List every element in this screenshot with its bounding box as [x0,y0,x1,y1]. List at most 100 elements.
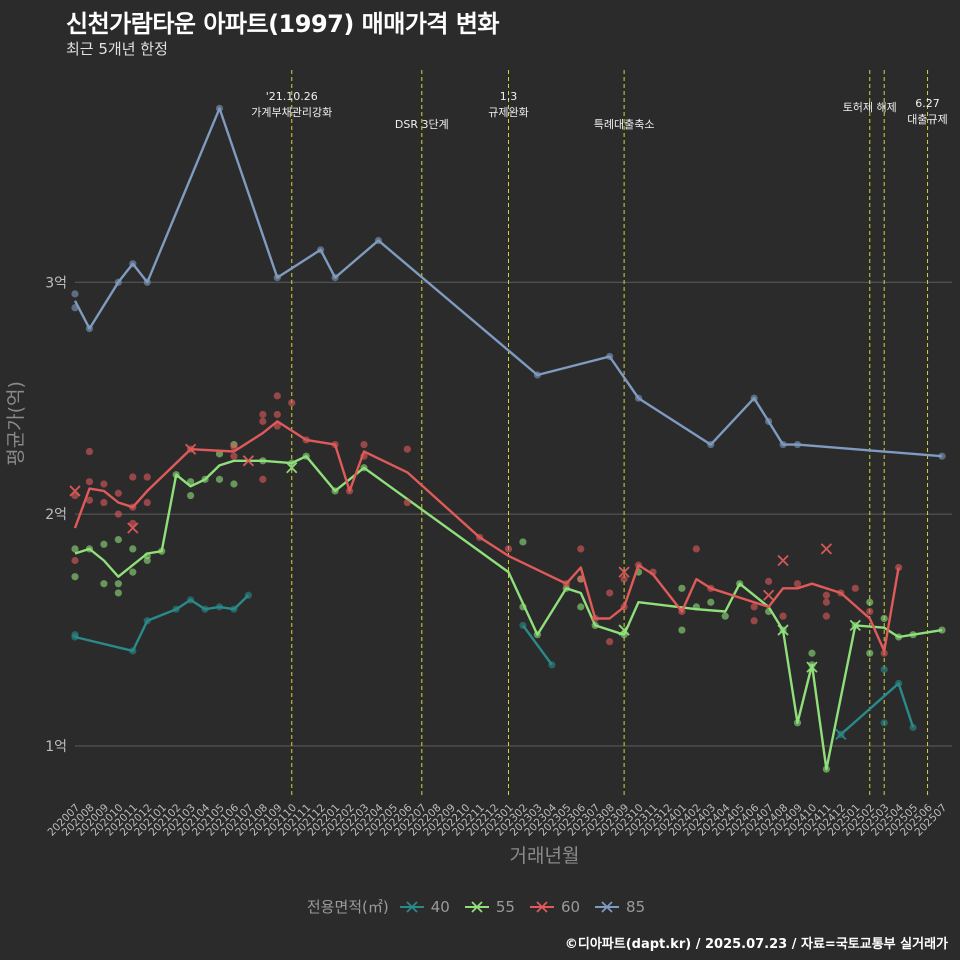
series-55-point [215,475,224,483]
legend-key-40-icon [399,900,424,913]
series-60-point [591,614,599,623]
series-60-cross-marker [184,443,197,455]
y-axis-label: 평균가(억) [5,381,27,466]
series-55-point [100,580,108,588]
series-60-point [85,447,94,456]
series-60-point [288,399,296,407]
series-60-point [143,498,151,507]
series-55-point [678,584,686,592]
series-85-point [750,394,758,402]
series-40-point [230,605,238,613]
series-60-point [692,545,700,553]
series-60-cross-marker [777,554,789,567]
series-55-point [533,631,542,639]
series-85-point [273,274,281,282]
legend-key-85-icon [595,900,620,913]
chart-subtitle: 최근 5개년 한정 [66,40,168,58]
series-55-point [259,457,267,465]
series-60-point [750,603,758,611]
series-55-point [793,719,802,727]
series-60-point [143,473,151,481]
legend-item-85: 85 [594,898,645,916]
series-60-point [649,568,657,576]
series-55-point [187,478,195,486]
series-55-point [866,649,874,657]
legend: 전용면적(㎡) 40 55 60 85 [0,896,960,917]
series-55-point [909,631,917,639]
series-60-point [851,584,859,592]
series-40-point [880,719,888,727]
series-40-line [840,682,915,736]
series-55-point [129,545,137,553]
series-60-point [866,607,874,616]
series-85-point [606,352,614,361]
series-85-point [71,304,79,312]
series-55-point [201,475,209,483]
series-60-point [360,452,368,460]
series-85-point [374,236,383,245]
series-55-point [360,464,368,472]
legend-label-85: 85 [626,897,646,916]
series-60-point [273,422,281,430]
series-60-cross-marker [69,485,81,497]
series-60-cross-marker [127,522,139,534]
series-60-point [793,580,802,588]
series-55-point [591,621,599,630]
series-40-point [129,647,137,655]
series-55-point [808,661,816,669]
series-40-point [172,605,180,613]
series-55-point [85,545,94,553]
legend-label-55: 55 [495,897,515,916]
series-55-cross-marker [777,624,789,636]
series-55-point [519,538,527,546]
series-60-point [837,589,845,597]
series-85-point [129,260,137,268]
series-60-point [620,575,628,583]
series-60-point [230,452,238,460]
series-60-point [765,577,773,585]
series-85-point [793,440,802,449]
legend-item-55: 55 [464,898,515,916]
series-60-point [114,489,122,497]
series-55-point [71,545,79,553]
series-60-point [562,580,570,588]
policy-annotation-label: 6.27 [915,97,940,110]
series-55-point [215,450,224,458]
series-85-point [938,452,946,460]
series-40-point [215,603,224,611]
series-55-point [519,603,527,611]
series-40-point [880,665,888,674]
series-40-point [895,679,903,687]
series-55-point [678,626,686,634]
series-40-point [201,605,209,613]
series-40-point [548,661,556,669]
series-60-point [880,649,888,657]
series-85-point [331,274,339,282]
series-55-point [114,589,122,597]
series-40-line [522,624,553,666]
series-60-point [403,498,411,507]
policy-annotation-label: 1.3 [500,90,518,103]
series-60-point [476,533,484,541]
series-60-point [273,410,281,419]
series-55-point [880,614,888,623]
series-85-point [143,278,151,286]
series-60-point [822,598,831,606]
series-55-point [230,480,238,488]
series-60-point [822,591,831,599]
series-55-point [707,598,715,606]
series-85-point [71,290,79,298]
series-60-point [129,473,137,481]
series-55-point [143,556,151,565]
series-55-point [721,612,729,620]
series-55-cross-marker [286,462,298,474]
series-55-point [822,765,831,773]
series-55-point [895,633,903,641]
series-55-point [938,626,946,634]
series-60-point [71,556,79,565]
policy-annotation-label: 특례대출축소 [594,118,655,131]
series-55-point [765,607,773,616]
series-60-point [230,443,238,451]
series-60-point [707,584,715,592]
